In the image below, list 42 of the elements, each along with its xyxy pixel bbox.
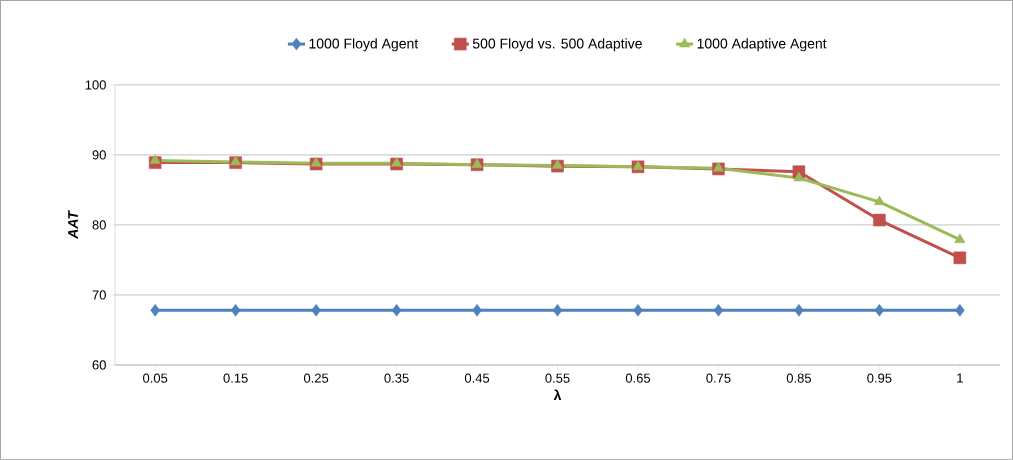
y-axis-title: AAT (68, 210, 78, 240)
point (633, 304, 643, 317)
point (310, 157, 322, 167)
point (954, 233, 966, 243)
point (150, 304, 160, 317)
x-tick-label: 1 (957, 373, 963, 383)
point (391, 304, 402, 317)
y-tick-label: 100 (85, 80, 106, 90)
legend-label: 500 Floyd vs. 500 Adaptive (472, 38, 642, 52)
point (552, 304, 563, 317)
legend-label: 1000 Adaptive Agent (697, 38, 827, 52)
x-tick-label: 0.05 (143, 373, 168, 383)
point (472, 304, 482, 317)
y-tick-label: 70 (92, 290, 106, 300)
x-tick-label: 0.85 (786, 373, 812, 383)
point (149, 154, 161, 164)
y-tick-label: 90 (92, 150, 106, 160)
x-tick-label: 0.15 (223, 373, 248, 383)
point (713, 162, 724, 172)
point (552, 159, 563, 169)
x-tick-label: 0.75 (706, 373, 731, 383)
legend-label: 1000 Floyd Agent (309, 38, 419, 52)
y-tick-label: 80 (92, 220, 106, 230)
point (230, 304, 241, 317)
x-tick-label: 0.35 (384, 373, 409, 383)
point (794, 304, 804, 317)
point (873, 195, 885, 206)
x-tick-label: 0.65 (625, 373, 651, 383)
point (311, 304, 321, 317)
point (955, 304, 965, 317)
x-tick-label: 0.95 (867, 373, 892, 383)
point (953, 251, 967, 265)
point (713, 304, 724, 317)
x-tick-label: 0.25 (303, 373, 329, 383)
point (873, 213, 886, 227)
x-axis-title: λ (553, 389, 562, 401)
x-tick-label: 0.45 (464, 373, 490, 383)
x-tick-label: 0.55 (545, 373, 570, 383)
y-tick-label: 60 (92, 360, 106, 370)
point (874, 304, 885, 317)
point (793, 171, 805, 182)
point (391, 157, 403, 167)
